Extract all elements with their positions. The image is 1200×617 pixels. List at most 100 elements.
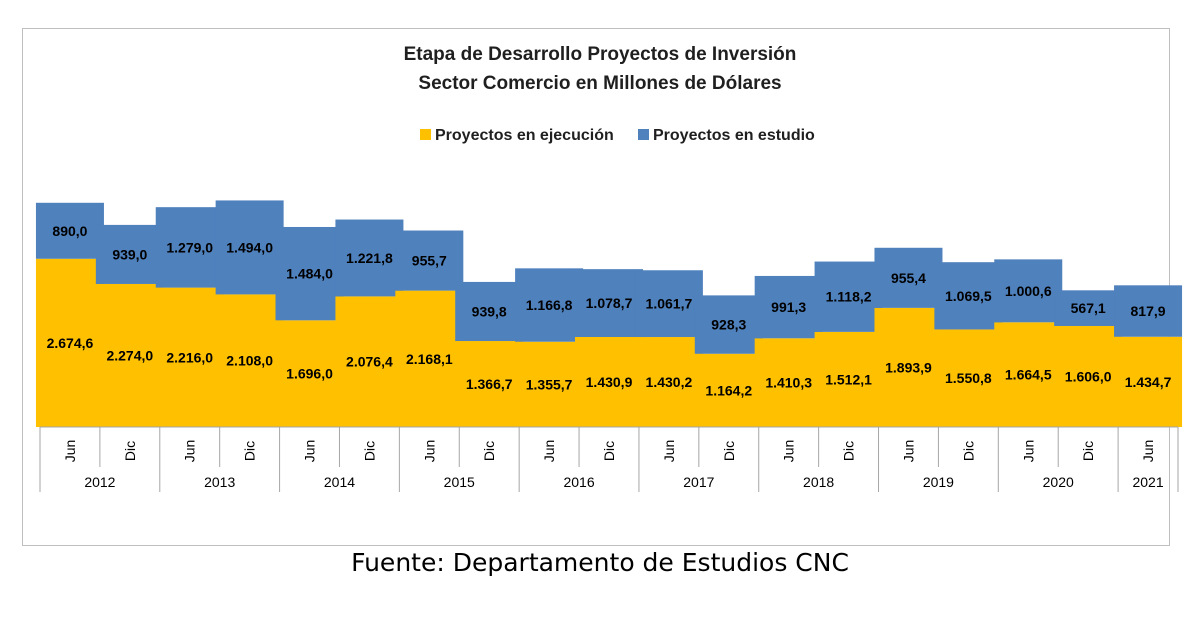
bar-ejecucion-0 [35, 258, 104, 427]
data-label-estudio-1: 939,0 [112, 246, 147, 262]
bar-estudio-2 [155, 207, 224, 288]
data-label-estudio-11: 928,3 [711, 317, 746, 333]
bar-ejecucion-11 [694, 353, 763, 427]
bar-ejecucion-18 [1114, 336, 1183, 427]
group-label-9: 2021 [1132, 474, 1163, 490]
x-tick-label-18: Jun [1140, 440, 1156, 463]
x-tick-label-8: Jun [541, 440, 557, 463]
data-label-ejecucion-9: 1.430,9 [586, 374, 633, 390]
data-label-estudio-4: 1.484,0 [286, 266, 333, 282]
data-label-ejecucion-13: 1.512,1 [825, 371, 872, 387]
bar-estudio-11 [694, 295, 763, 354]
bar-ejecucion-13 [814, 331, 883, 427]
data-label-estudio-7: 939,8 [472, 303, 507, 319]
x-tick-label-3: Dic [242, 441, 258, 461]
bar-ejecucion-7 [455, 341, 524, 427]
data-label-estudio-18: 817,9 [1131, 303, 1166, 319]
bar-estudio-16 [994, 259, 1063, 323]
data-label-estudio-9: 1.078,7 [586, 295, 633, 311]
legend-label-1: Proyectos en estudio [653, 127, 815, 144]
legend-label-0: Proyectos en ejecución [435, 127, 614, 144]
bar-ejecucion-4 [275, 320, 344, 427]
group-label-5: 2017 [683, 474, 714, 490]
group-label-1: 2013 [204, 474, 235, 490]
data-label-ejecucion-18: 1.434,7 [1125, 374, 1172, 390]
bar-ejecucion-3 [215, 294, 284, 427]
group-label-7: 2019 [923, 474, 954, 490]
bar-estudio-13 [814, 261, 883, 332]
data-label-ejecucion-14: 1.893,9 [885, 359, 932, 375]
group-label-8: 2020 [1043, 474, 1074, 490]
data-label-estudio-15: 1.069,5 [945, 288, 992, 304]
bar-estudio-3 [215, 200, 284, 295]
data-label-ejecucion-2: 2.216,0 [166, 349, 213, 365]
source-note: Fuente: Departamento de Estudios CNC [351, 548, 849, 577]
x-tick-label-14: Jun [900, 440, 916, 463]
bar-ejecucion-8 [515, 341, 584, 427]
chart: Etapa de Desarrollo Proyectos de Inversi… [35, 44, 1183, 492]
data-label-estudio-17: 567,1 [1071, 300, 1106, 316]
bar-ejecucion-17 [1054, 325, 1123, 427]
bar-ejecucion-15 [934, 329, 1003, 427]
data-label-estudio-0: 890,0 [52, 223, 87, 239]
x-tick-label-17: Dic [1080, 441, 1096, 461]
bar-ejecucion-5 [335, 296, 404, 427]
x-tick-label-6: Jun [421, 440, 437, 463]
group-label-3: 2015 [444, 474, 475, 490]
data-label-ejecucion-16: 1.664,5 [1005, 367, 1052, 383]
bar-ejecucion-9 [575, 336, 643, 427]
x-tick-label-7: Dic [481, 441, 497, 461]
data-label-ejecucion-17: 1.606,0 [1065, 368, 1112, 384]
x-tick-label-15: Dic [960, 441, 976, 461]
bar-estudio-8 [515, 268, 584, 342]
data-label-estudio-12: 991,3 [771, 299, 806, 315]
x-tick-label-11: Dic [721, 441, 737, 461]
bar-estudio-17 [1054, 290, 1123, 326]
data-label-ejecucion-5: 2.076,4 [346, 354, 393, 370]
x-tick-label-1: Dic [122, 441, 138, 461]
bar-estudio-9 [575, 269, 643, 337]
bar-estudio-18 [1114, 285, 1183, 337]
data-label-ejecucion-6: 2.168,1 [406, 351, 453, 367]
x-tick-label-10: Jun [661, 440, 677, 463]
bar-ejecucion-2 [155, 287, 224, 427]
x-tick-label-9: Dic [601, 441, 617, 461]
bar-ejecucion-12 [754, 338, 823, 427]
bar-estudio-0 [35, 202, 104, 259]
data-label-estudio-10: 1.061,7 [646, 296, 693, 312]
group-label-6: 2018 [803, 474, 834, 490]
data-label-estudio-13: 1.118,2 [826, 289, 872, 305]
bar-ejecucion-6 [395, 290, 464, 427]
bar-ejecucion-1 [95, 283, 164, 427]
data-label-ejecucion-11: 1.164,2 [705, 382, 752, 398]
chart-subtitle: Sector Comercio en Millones de Dólares [418, 73, 781, 94]
bar-estudio-15 [934, 262, 1003, 330]
group-label-0: 2012 [84, 474, 115, 490]
x-tick-label-4: Jun [302, 440, 318, 463]
x-tick-label-16: Jun [1020, 440, 1036, 463]
data-label-ejecucion-8: 1.355,7 [526, 376, 573, 392]
group-label-2: 2014 [324, 474, 355, 490]
data-label-estudio-8: 1.166,8 [526, 297, 573, 313]
data-label-estudio-14: 955,4 [891, 270, 926, 286]
bar-ejecucion-16 [994, 322, 1063, 427]
legend-swatch-1 [638, 129, 649, 140]
bar-ejecucion-14 [874, 307, 943, 427]
x-tick-label-13: Dic [841, 441, 857, 461]
data-label-estudio-3: 1.494,0 [226, 239, 273, 255]
data-label-ejecucion-12: 1.410,3 [765, 375, 812, 391]
bar-estudio-10 [634, 270, 703, 338]
data-label-ejecucion-1: 2.274,0 [106, 347, 153, 363]
bar-estudio-6 [395, 230, 464, 291]
bar-estudio-7 [455, 281, 524, 342]
data-label-estudio-6: 955,7 [412, 253, 447, 269]
bar-estudio-5 [335, 219, 404, 297]
data-label-estudio-5: 1.221,8 [346, 250, 393, 266]
bar-estudio-4 [275, 226, 344, 321]
chart-title: Etapa de Desarrollo Proyectos de Inversi… [404, 44, 797, 65]
data-label-ejecucion-15: 1.550,8 [945, 370, 992, 386]
data-label-estudio-2: 1.279,0 [166, 239, 213, 255]
bar-estudio-12 [754, 275, 823, 339]
group-label-4: 2016 [563, 474, 594, 490]
bar-ejecucion-10 [634, 337, 703, 427]
